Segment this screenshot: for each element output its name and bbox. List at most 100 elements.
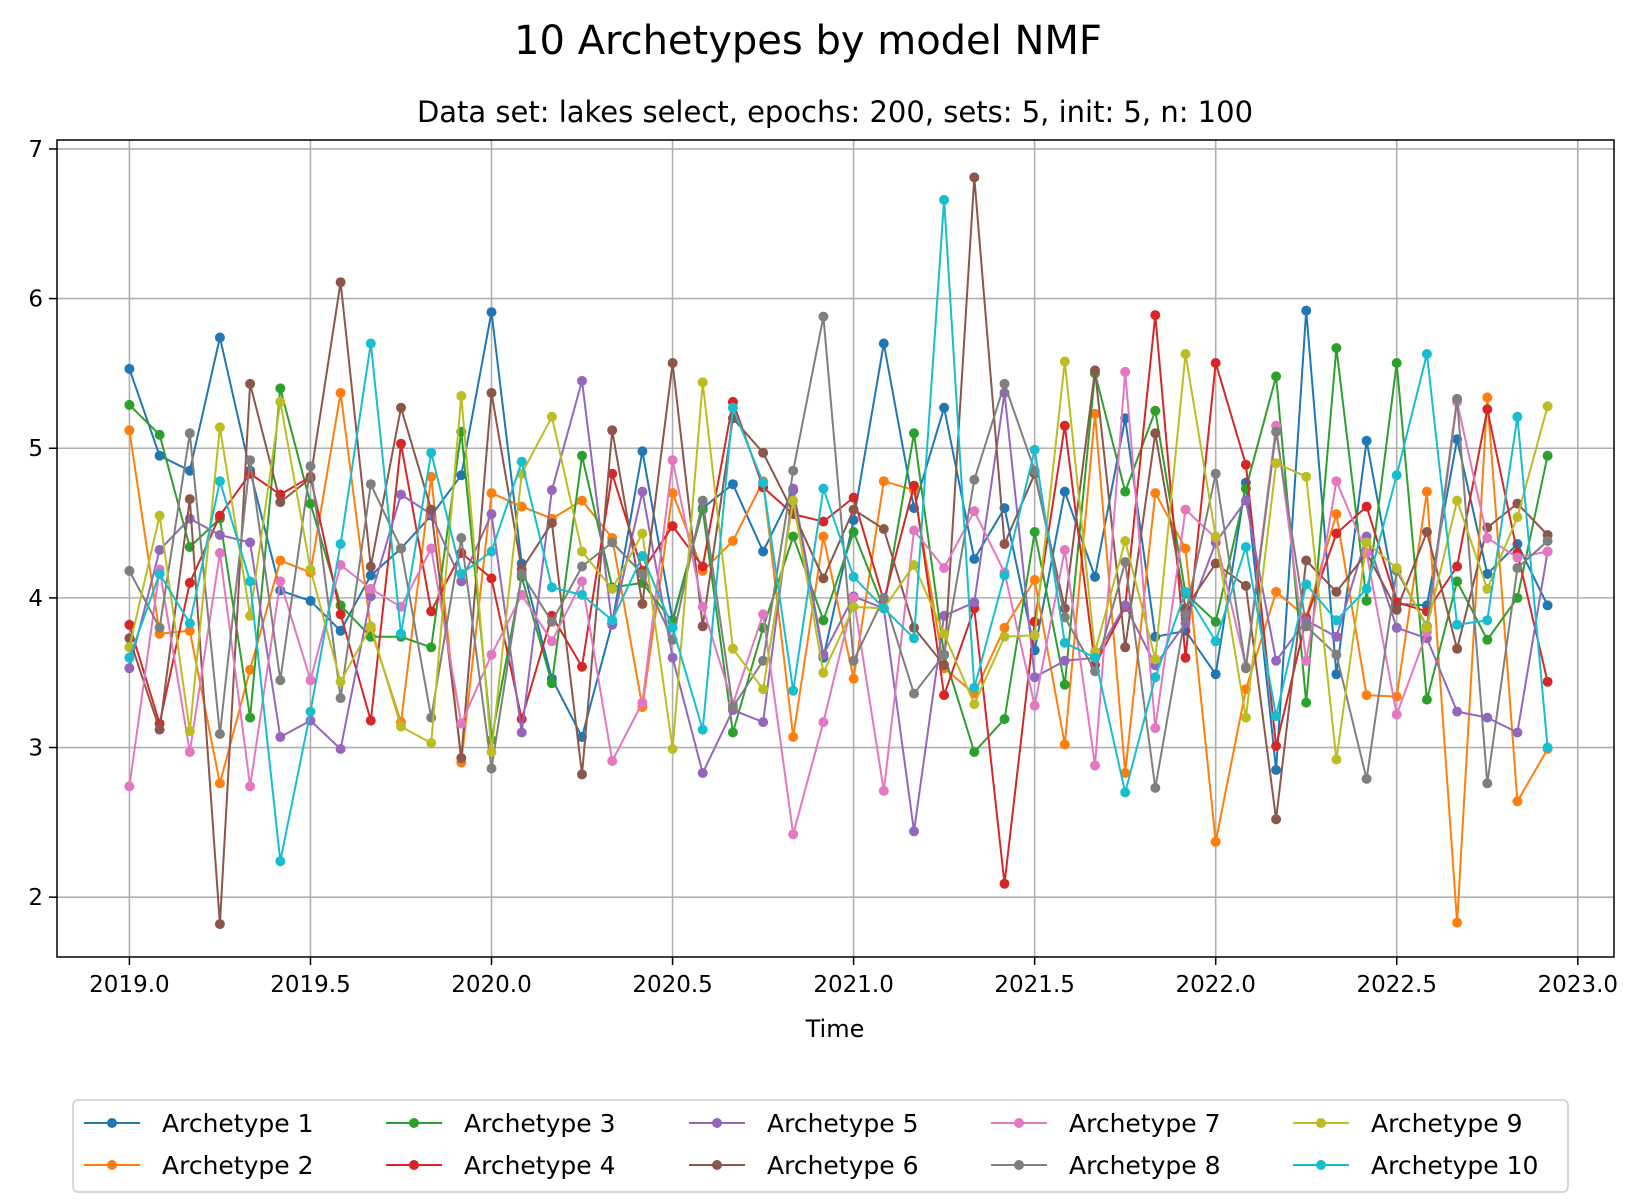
data-point — [818, 667, 829, 678]
data-point — [1512, 592, 1523, 603]
data-point — [1452, 619, 1463, 630]
data-point — [305, 461, 316, 472]
data-point — [1059, 655, 1070, 666]
data-point — [1029, 527, 1040, 537]
legend-swatch-marker — [1316, 1160, 1326, 1170]
data-point — [124, 781, 135, 792]
data-point — [1452, 917, 1463, 928]
data-point — [818, 615, 829, 626]
data-point — [667, 521, 678, 532]
data-point — [878, 603, 889, 614]
data-point — [667, 652, 678, 663]
data-point — [818, 483, 829, 494]
series-line — [128, 391, 1549, 924]
data-point — [1180, 349, 1191, 359]
data-point — [1150, 654, 1161, 665]
data-point — [607, 425, 618, 436]
data-point — [667, 455, 678, 466]
data-point — [546, 678, 557, 689]
data-point — [245, 712, 256, 723]
data-point — [184, 494, 195, 505]
data-point — [154, 545, 165, 555]
data-point — [275, 576, 286, 587]
data-point — [1059, 545, 1070, 555]
data-point — [546, 636, 557, 647]
data-point — [1059, 420, 1070, 431]
data-point — [1512, 727, 1523, 738]
data-point — [969, 474, 980, 485]
data-point — [1090, 365, 1100, 376]
data-point — [456, 753, 467, 763]
data-point — [1271, 741, 1282, 751]
data-point — [999, 378, 1010, 389]
data-point — [577, 589, 587, 600]
data-point — [486, 747, 497, 757]
data-point — [607, 756, 618, 766]
data-point — [486, 649, 497, 660]
data-point — [1512, 796, 1523, 807]
data-point — [848, 571, 859, 582]
data-point — [848, 492, 859, 503]
data-point — [1542, 546, 1553, 557]
data-point — [1391, 622, 1402, 633]
data-point — [969, 597, 980, 608]
data-point — [1421, 527, 1432, 537]
x-tick-label: 2022.5 — [1357, 972, 1437, 998]
data-point — [184, 747, 195, 757]
data-point — [909, 428, 919, 439]
axis-ticks: 2019.0 2019.5 2020.0 2020.5 2021.0 2021.5 2022… — [28, 137, 1618, 998]
x-tick-label: 2019.5 — [270, 972, 350, 998]
legend-item: Archetype 2 — [84, 1151, 314, 1180]
data-point — [1150, 405, 1161, 416]
data-point — [124, 619, 135, 630]
series-line — [128, 315, 1549, 789]
series-archetype-9 — [124, 349, 1553, 765]
data-point — [1120, 768, 1131, 778]
data-point — [848, 673, 859, 684]
data-point — [1240, 542, 1251, 552]
series-line — [128, 379, 1549, 833]
data-point — [788, 531, 799, 542]
data-point — [637, 446, 648, 457]
data-point — [1421, 694, 1432, 705]
legend-label: Archetype 3 — [464, 1109, 616, 1138]
data-point — [214, 332, 225, 343]
data-point — [1029, 616, 1040, 627]
data-point — [1421, 349, 1432, 359]
data-point — [1271, 711, 1282, 722]
data-point — [818, 516, 829, 527]
data-point — [1542, 600, 1553, 611]
data-point — [214, 422, 225, 433]
data-point — [456, 568, 467, 579]
series-line — [128, 347, 1549, 753]
x-tick-label: 2021.0 — [813, 972, 893, 998]
data-point — [1512, 552, 1523, 563]
data-point — [999, 570, 1010, 581]
data-point — [1240, 712, 1251, 723]
data-point — [456, 470, 467, 481]
data-point — [939, 628, 950, 639]
data-point — [577, 576, 587, 587]
x-tick-label: 2023.0 — [1538, 972, 1618, 998]
legend-label: Archetype 9 — [1371, 1109, 1523, 1138]
data-point — [1421, 622, 1432, 633]
data-point — [1271, 814, 1282, 825]
data-point — [1059, 637, 1070, 648]
legend-label: Archetype 1 — [162, 1109, 314, 1138]
data-point — [184, 428, 195, 439]
data-point — [1482, 533, 1493, 543]
data-point — [727, 702, 738, 713]
data-point — [758, 655, 769, 666]
data-point — [1210, 531, 1221, 542]
data-point — [516, 714, 527, 725]
data-point — [1452, 495, 1463, 506]
data-point — [184, 726, 195, 737]
data-point — [607, 583, 618, 594]
legend-box — [72, 1099, 1569, 1193]
data-point — [1482, 404, 1493, 415]
series-line — [128, 314, 1549, 885]
data-point — [546, 616, 557, 627]
data-point — [1150, 310, 1161, 321]
data-point — [456, 576, 467, 587]
data-point — [365, 583, 376, 594]
